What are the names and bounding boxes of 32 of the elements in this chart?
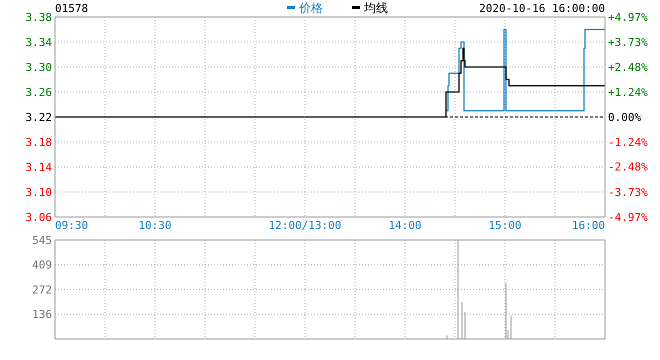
y-tick-label: 3.30 xyxy=(26,60,52,74)
text: +1.24% xyxy=(608,86,648,99)
y-tick-label: 3.10 xyxy=(26,186,52,199)
y-tick-label: 3.22 xyxy=(26,110,52,124)
x-tick-label: 12:00/13:00 xyxy=(268,219,342,232)
y-tick-label: 3.06 xyxy=(26,210,52,224)
text: -1.24% xyxy=(608,136,648,149)
y-tick-label: 3.14 xyxy=(26,160,52,174)
x-tick-label: 15:00 xyxy=(488,219,522,232)
y-tick-label: 3.38 xyxy=(26,10,52,24)
y-tick-label: 409 xyxy=(32,258,52,272)
chart-title: 01578 xyxy=(55,2,88,15)
y-tick-label: 3.26 xyxy=(26,86,52,99)
x-tick-label: 16:00 xyxy=(572,219,605,232)
text: -3.73% xyxy=(608,186,648,199)
text: +3.73% xyxy=(608,36,648,49)
text: 0.00% xyxy=(608,110,642,124)
legend-label: 均线 xyxy=(363,1,388,15)
y-tick-label: 272 xyxy=(32,283,52,296)
x-tick-label: 10:30 xyxy=(138,219,172,232)
text: +2.48% xyxy=(608,60,648,74)
text: -4.97% xyxy=(608,210,648,224)
x-tick-label: 14:00 xyxy=(388,219,422,232)
x-tick-label: 09:30 xyxy=(55,219,88,232)
legend-label: 价格 xyxy=(298,1,323,15)
text: 2020-10-16 16:00:00 xyxy=(479,2,605,15)
y-tick-label: 3.18 xyxy=(26,136,52,149)
y-tick-label: 136 xyxy=(32,308,52,322)
text: -2.48% xyxy=(608,160,648,174)
text: +4.97% xyxy=(608,10,648,24)
y-tick-label: 545 xyxy=(32,234,52,247)
y-tick-label: 3.34 xyxy=(26,36,52,49)
